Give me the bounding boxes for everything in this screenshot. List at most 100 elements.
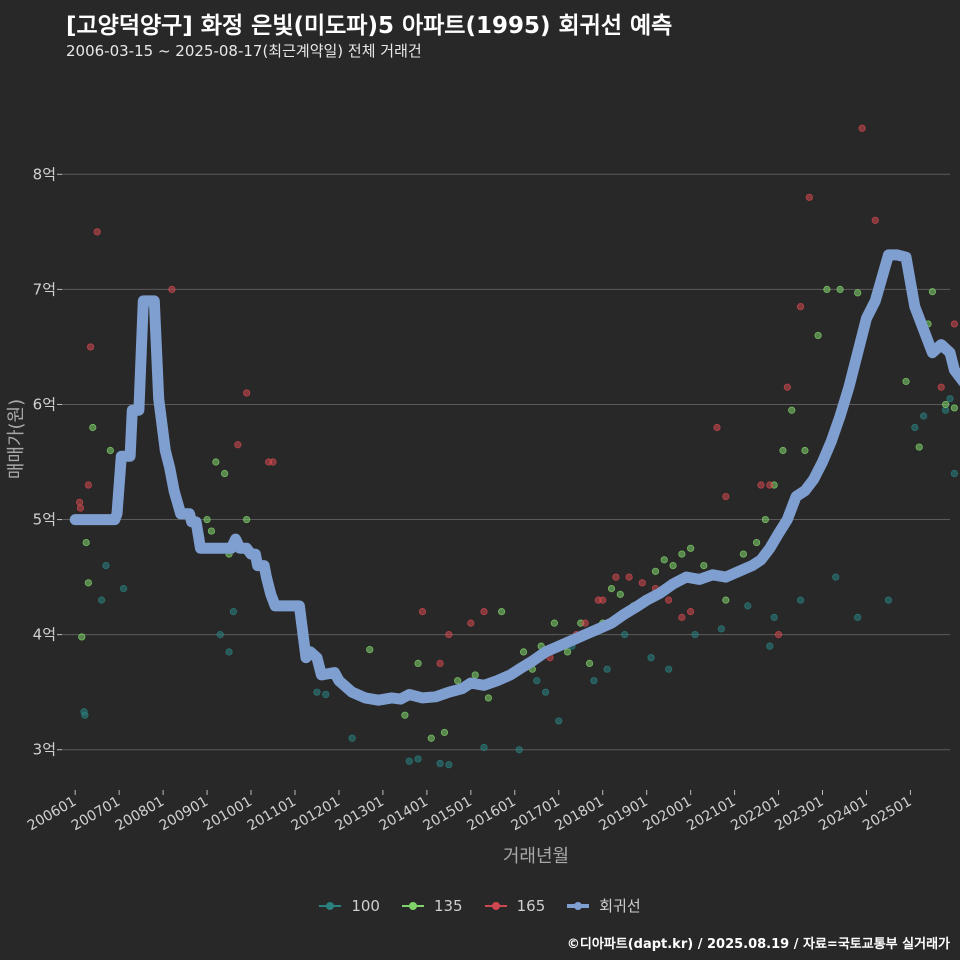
x-tick-label: 200601 bbox=[25, 794, 79, 835]
point-135 bbox=[550, 619, 558, 627]
x-tick-label: 202301 bbox=[772, 794, 826, 835]
point-165 bbox=[76, 504, 85, 512]
y-tick-label: 6억 bbox=[33, 395, 56, 413]
legend-item-regression[interactable]: 회귀선 bbox=[567, 895, 641, 916]
point-100 bbox=[541, 688, 550, 696]
point-135 bbox=[366, 645, 374, 654]
point-165 bbox=[665, 596, 673, 604]
point-100 bbox=[946, 395, 954, 403]
point-165 bbox=[234, 441, 242, 449]
point-135 bbox=[207, 527, 216, 535]
point-100 bbox=[647, 654, 655, 662]
point-135 bbox=[801, 446, 809, 455]
point-135 bbox=[78, 633, 86, 641]
point-100 bbox=[691, 631, 699, 639]
y-tick-label: 5억 bbox=[33, 511, 56, 529]
point-100 bbox=[621, 631, 629, 639]
legend-item-165[interactable]: 165 bbox=[484, 895, 546, 916]
point-135 bbox=[788, 406, 796, 414]
point-135 bbox=[950, 404, 958, 412]
point-135 bbox=[902, 377, 910, 386]
x-tick-label: 202101 bbox=[684, 794, 738, 835]
x-tick-label: 201701 bbox=[508, 794, 562, 835]
point-135 bbox=[243, 515, 251, 524]
point-165 bbox=[75, 498, 84, 506]
point-100 bbox=[229, 608, 238, 616]
point-165 bbox=[93, 228, 101, 236]
point-100 bbox=[665, 665, 673, 673]
x-tick-label: 202401 bbox=[816, 794, 870, 835]
point-100 bbox=[770, 613, 778, 621]
x-tick-label: 201001 bbox=[201, 794, 255, 835]
point-165 bbox=[950, 320, 958, 328]
point-135 bbox=[836, 285, 844, 293]
point-165 bbox=[480, 608, 488, 616]
point-165 bbox=[678, 613, 686, 621]
point-100 bbox=[216, 631, 224, 639]
point-165 bbox=[418, 608, 427, 616]
point-135 bbox=[519, 648, 528, 656]
point-165 bbox=[581, 619, 589, 627]
chart-subtitle: 2006-03-15 ~ 2025-08-17(최근계약일) 전체 거래건 bbox=[66, 42, 422, 60]
point-135 bbox=[563, 648, 572, 656]
x-tick-label: 201101 bbox=[245, 794, 299, 835]
point-135 bbox=[928, 288, 937, 296]
legend-item-135[interactable]: 135 bbox=[401, 895, 463, 916]
x-tick-label: 201501 bbox=[421, 794, 475, 835]
point-100 bbox=[445, 761, 453, 769]
point-100 bbox=[225, 648, 233, 656]
point-165 bbox=[783, 383, 791, 391]
point-135 bbox=[427, 734, 435, 742]
point-100 bbox=[884, 596, 893, 604]
point-135 bbox=[454, 677, 462, 685]
point-100 bbox=[533, 677, 541, 685]
x-tick-label: 201901 bbox=[596, 794, 650, 835]
point-165 bbox=[871, 216, 879, 224]
point-165 bbox=[467, 619, 475, 627]
point-135 bbox=[440, 728, 449, 737]
legend-label-165: 165 bbox=[516, 896, 546, 915]
x-tick-label: 201601 bbox=[465, 794, 519, 835]
x-tick-label: 201401 bbox=[377, 794, 431, 835]
point-100 bbox=[796, 596, 805, 604]
point-100 bbox=[717, 625, 726, 633]
x-tick-label: 202501 bbox=[860, 794, 914, 835]
x-tick-label: 201801 bbox=[552, 794, 606, 835]
point-135 bbox=[700, 561, 708, 570]
source-caption: ©디아파트(dapt.kr) / 2025.08.19 / 자료=국토교통부 실… bbox=[566, 937, 950, 952]
point-165 bbox=[625, 573, 633, 581]
point-165 bbox=[796, 303, 805, 311]
legend-key-regression bbox=[567, 898, 590, 914]
x-tick-label: 201201 bbox=[289, 794, 343, 835]
point-135 bbox=[401, 711, 409, 719]
point-100 bbox=[920, 412, 928, 420]
x-axis-title: 거래년월 bbox=[503, 846, 569, 867]
point-135 bbox=[752, 538, 761, 547]
legend-label-135: 135 bbox=[433, 896, 463, 915]
x-tick-label: 202201 bbox=[728, 794, 782, 835]
legend-key-165 bbox=[484, 898, 507, 914]
point-100 bbox=[405, 757, 413, 765]
point-165 bbox=[84, 481, 92, 489]
x-tick-label: 202001 bbox=[640, 794, 694, 835]
point-165 bbox=[937, 383, 945, 391]
point-135 bbox=[814, 331, 822, 340]
legend-item-100[interactable]: 100 bbox=[319, 895, 380, 916]
point-135 bbox=[106, 446, 114, 455]
point-100 bbox=[348, 734, 356, 742]
y-tick-label: 4억 bbox=[33, 626, 56, 644]
x-tick-label: 201301 bbox=[333, 794, 387, 835]
point-165 bbox=[858, 124, 866, 132]
point-135 bbox=[221, 469, 229, 478]
point-100 bbox=[555, 717, 563, 725]
point-100 bbox=[950, 469, 958, 478]
point-135 bbox=[823, 285, 831, 293]
point-135 bbox=[942, 400, 950, 409]
point-165 bbox=[243, 389, 251, 397]
point-165 bbox=[713, 423, 721, 432]
point-100 bbox=[766, 642, 774, 650]
point-100 bbox=[832, 573, 840, 581]
point-165 bbox=[766, 481, 774, 489]
point-135 bbox=[471, 671, 479, 679]
